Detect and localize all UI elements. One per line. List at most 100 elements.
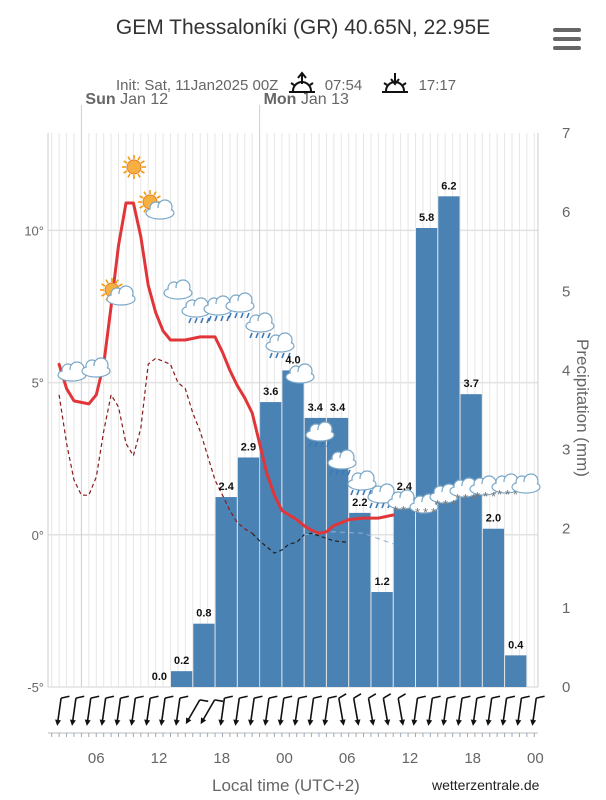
rain-drop bbox=[261, 332, 265, 339]
cloud-icon bbox=[511, 473, 541, 494]
precip-data-label: 3.4 bbox=[330, 402, 346, 414]
rain-drop bbox=[246, 312, 250, 319]
wind-arrow bbox=[426, 695, 441, 726]
snow-cloud-icon bbox=[409, 493, 439, 514]
snow-flake: * bbox=[505, 487, 510, 502]
precip-data-label: 6.2 bbox=[441, 180, 456, 192]
wind-arrow bbox=[411, 695, 426, 726]
sunrise-icon bbox=[288, 71, 315, 93]
rain-drop bbox=[255, 332, 259, 339]
rain-drop bbox=[350, 489, 354, 496]
snow-flake: * bbox=[497, 487, 502, 502]
wind-arrow bbox=[485, 695, 501, 726]
snow-flake: * bbox=[443, 497, 448, 512]
precip-data-label: 0.8 bbox=[196, 608, 211, 620]
sunset-time: 17:17 bbox=[418, 77, 457, 94]
rain-cloud-icon bbox=[225, 292, 255, 313]
precip-data-label: 3.6 bbox=[263, 386, 278, 398]
wind-arrow bbox=[200, 699, 224, 725]
rain-drop bbox=[281, 352, 285, 359]
precip-tick-label: 5 bbox=[562, 283, 570, 300]
rain-drop bbox=[369, 502, 373, 509]
rain-drop bbox=[267, 332, 271, 339]
snow-flake: * bbox=[483, 489, 488, 504]
rain-drop bbox=[240, 312, 244, 319]
rain-drop bbox=[362, 489, 366, 496]
precip-bar bbox=[393, 497, 415, 687]
rain-drop bbox=[228, 312, 232, 319]
hamburger-menu-icon[interactable] bbox=[553, 28, 581, 52]
rain-drop bbox=[375, 502, 379, 509]
wind-arrow bbox=[129, 695, 144, 726]
wind-arrow bbox=[277, 695, 293, 726]
rain-cloud-icon bbox=[245, 312, 275, 333]
temperature-line bbox=[57, 201, 395, 535]
rain-drop bbox=[329, 469, 333, 476]
dewpoint-line bbox=[251, 532, 349, 554]
rain-drop bbox=[194, 317, 198, 324]
credit-link[interactable]: wetterzentrale.de bbox=[432, 777, 540, 793]
precip-data-label: 2.9 bbox=[241, 441, 256, 453]
temperature-tick-label: 5° bbox=[32, 376, 44, 391]
rain-cloud-icon bbox=[265, 332, 295, 353]
precip-bar bbox=[349, 512, 371, 687]
wind-arrow bbox=[69, 695, 85, 726]
init-line: Init: Sat, 11Jan2025 00Z 07:54 17:17 bbox=[116, 71, 456, 95]
sunrise-time: 07:54 bbox=[324, 77, 363, 94]
precip-bar bbox=[371, 592, 393, 687]
precip-data-label: 3.4 bbox=[308, 402, 324, 414]
precip-data-label: 2.4 bbox=[219, 481, 235, 493]
precip-data-label: 0.0 bbox=[152, 671, 167, 683]
rain-cloud-icon bbox=[181, 297, 211, 318]
snow-flake: * bbox=[491, 489, 496, 504]
rain-drop bbox=[356, 489, 360, 496]
wind-arrow bbox=[248, 695, 263, 726]
wind-arrow bbox=[144, 695, 159, 726]
rain-cloud-icon bbox=[305, 421, 335, 442]
wind-arrow bbox=[292, 695, 308, 726]
cloud-icon bbox=[145, 199, 175, 220]
precip-tick-label: 6 bbox=[562, 204, 570, 221]
wind-arrow bbox=[322, 695, 337, 726]
snow-flake: * bbox=[393, 503, 398, 518]
temperature-tick-label: 10° bbox=[24, 223, 44, 238]
rain-drop bbox=[269, 352, 273, 359]
precip-bar bbox=[237, 457, 260, 687]
snow-flake: * bbox=[415, 505, 420, 520]
rain-drop bbox=[308, 441, 312, 448]
precip-tick-label: 7 bbox=[562, 125, 570, 142]
snow-flake: * bbox=[451, 497, 456, 512]
wind-arrow bbox=[185, 699, 209, 725]
precip-tick-label: 3 bbox=[562, 442, 570, 459]
precip-tick-label: 4 bbox=[562, 362, 570, 379]
dewpoint-line bbox=[304, 531, 394, 545]
precip-bar bbox=[193, 623, 215, 687]
rain-cloud-icon bbox=[327, 449, 357, 470]
x-tick-label: 00 bbox=[276, 750, 293, 767]
x-tick-label: 06 bbox=[88, 750, 105, 767]
rain-drop bbox=[206, 317, 210, 324]
rain-drop bbox=[341, 469, 345, 476]
wind-arrow bbox=[84, 695, 100, 726]
snow-cloud-icon bbox=[429, 483, 459, 504]
wind-arrow bbox=[500, 695, 516, 726]
precip-data-label: 1.2 bbox=[374, 576, 389, 588]
rain-drop bbox=[275, 352, 279, 359]
wind-arrow bbox=[515, 695, 530, 726]
precip-data-label: 0.2 bbox=[174, 655, 189, 667]
x-axis-title: Local time (UTC+2) bbox=[212, 776, 360, 795]
x-tick-label: 06 bbox=[339, 750, 356, 767]
precip-data-label: 2.2 bbox=[352, 497, 367, 509]
wind-arrow bbox=[99, 695, 115, 726]
snow-flake: * bbox=[475, 489, 480, 504]
cloud-icon bbox=[285, 363, 315, 384]
snow-cloud-icon bbox=[387, 489, 417, 510]
wind-arrow bbox=[382, 693, 392, 726]
rain-drop bbox=[287, 352, 291, 359]
precip-tick-label: 2 bbox=[562, 521, 570, 538]
wind-arrow bbox=[397, 693, 406, 726]
precipitation-axis-title: Precipitation (mm) bbox=[573, 339, 592, 477]
wind-arrow bbox=[262, 695, 278, 726]
x-tick-label: 12 bbox=[151, 750, 168, 767]
